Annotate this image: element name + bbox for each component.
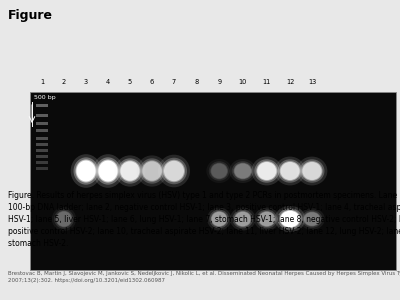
Ellipse shape bbox=[76, 159, 96, 182]
Bar bbox=[36, 143, 48, 146]
Ellipse shape bbox=[259, 212, 275, 226]
Ellipse shape bbox=[137, 155, 167, 187]
Ellipse shape bbox=[98, 160, 118, 182]
Ellipse shape bbox=[303, 212, 321, 226]
Ellipse shape bbox=[76, 160, 96, 182]
Ellipse shape bbox=[93, 154, 123, 188]
Ellipse shape bbox=[234, 211, 252, 227]
Ellipse shape bbox=[206, 159, 232, 183]
Ellipse shape bbox=[212, 212, 227, 226]
Ellipse shape bbox=[254, 159, 279, 183]
Text: Figure. Results of herpes simplex virus (HSV) type 1 and type 2 PCRs in postmort: Figure. Results of herpes simplex virus … bbox=[8, 190, 400, 248]
Ellipse shape bbox=[140, 158, 164, 184]
Text: 11: 11 bbox=[263, 80, 271, 85]
Ellipse shape bbox=[74, 157, 98, 184]
Ellipse shape bbox=[163, 160, 185, 182]
Ellipse shape bbox=[209, 161, 230, 181]
Bar bbox=[36, 114, 48, 117]
Ellipse shape bbox=[257, 162, 276, 180]
Bar bbox=[36, 103, 48, 106]
Ellipse shape bbox=[118, 158, 142, 184]
Text: 9: 9 bbox=[217, 80, 221, 85]
Ellipse shape bbox=[230, 208, 256, 230]
Ellipse shape bbox=[280, 211, 300, 227]
Bar bbox=[36, 122, 48, 124]
Ellipse shape bbox=[71, 154, 101, 188]
Ellipse shape bbox=[258, 211, 276, 227]
Ellipse shape bbox=[115, 155, 145, 187]
Bar bbox=[36, 129, 48, 132]
Ellipse shape bbox=[56, 211, 72, 227]
Ellipse shape bbox=[280, 161, 300, 181]
Ellipse shape bbox=[304, 212, 320, 226]
Ellipse shape bbox=[211, 211, 228, 227]
Text: Figure: Figure bbox=[8, 9, 53, 22]
Ellipse shape bbox=[275, 157, 305, 185]
Ellipse shape bbox=[278, 159, 302, 183]
Text: 1: 1 bbox=[40, 80, 44, 85]
Ellipse shape bbox=[210, 163, 228, 179]
Ellipse shape bbox=[252, 157, 282, 185]
Text: 500 bp: 500 bp bbox=[34, 95, 56, 101]
Text: 5: 5 bbox=[128, 80, 132, 85]
Ellipse shape bbox=[234, 163, 252, 179]
Ellipse shape bbox=[280, 162, 300, 180]
Ellipse shape bbox=[158, 155, 190, 187]
Text: 3: 3 bbox=[84, 80, 88, 85]
Text: 6: 6 bbox=[150, 80, 154, 85]
Ellipse shape bbox=[142, 160, 162, 182]
Text: 12: 12 bbox=[286, 80, 294, 85]
Text: 4: 4 bbox=[106, 80, 110, 85]
Ellipse shape bbox=[229, 159, 256, 183]
Ellipse shape bbox=[297, 157, 327, 185]
Ellipse shape bbox=[302, 210, 322, 228]
Text: 7: 7 bbox=[172, 80, 176, 85]
Ellipse shape bbox=[234, 164, 251, 178]
Ellipse shape bbox=[302, 162, 322, 180]
Ellipse shape bbox=[98, 159, 118, 182]
Ellipse shape bbox=[302, 161, 322, 181]
Ellipse shape bbox=[232, 161, 254, 181]
Ellipse shape bbox=[211, 164, 227, 178]
Ellipse shape bbox=[207, 208, 231, 230]
Text: 8: 8 bbox=[195, 80, 199, 85]
Ellipse shape bbox=[120, 160, 140, 182]
Ellipse shape bbox=[161, 158, 187, 184]
Ellipse shape bbox=[120, 161, 140, 181]
Ellipse shape bbox=[299, 208, 325, 230]
Bar bbox=[30, 92, 396, 270]
Ellipse shape bbox=[300, 159, 324, 183]
Bar bbox=[36, 161, 48, 164]
Ellipse shape bbox=[280, 210, 300, 228]
Text: 13: 13 bbox=[308, 80, 316, 85]
Ellipse shape bbox=[235, 212, 251, 226]
Ellipse shape bbox=[52, 207, 76, 231]
Ellipse shape bbox=[96, 157, 120, 184]
Ellipse shape bbox=[56, 212, 72, 226]
Bar bbox=[36, 155, 48, 158]
Ellipse shape bbox=[256, 161, 277, 181]
Ellipse shape bbox=[209, 210, 229, 228]
Text: 2: 2 bbox=[62, 80, 66, 85]
Text: Brestovac B, Martin J, Slavojevic M, Jankovic S, Nedeljkovic J, Nikolic L, et al: Brestovac B, Martin J, Slavojevic M, Jan… bbox=[8, 272, 400, 283]
Ellipse shape bbox=[275, 206, 305, 232]
Ellipse shape bbox=[278, 208, 302, 230]
Text: 10: 10 bbox=[239, 80, 247, 85]
Ellipse shape bbox=[142, 161, 162, 181]
Ellipse shape bbox=[232, 210, 253, 228]
Ellipse shape bbox=[254, 208, 280, 230]
Bar bbox=[36, 136, 48, 140]
Ellipse shape bbox=[54, 209, 74, 229]
Ellipse shape bbox=[256, 210, 277, 228]
Bar bbox=[36, 149, 48, 152]
Ellipse shape bbox=[164, 161, 184, 181]
Bar bbox=[36, 167, 48, 170]
